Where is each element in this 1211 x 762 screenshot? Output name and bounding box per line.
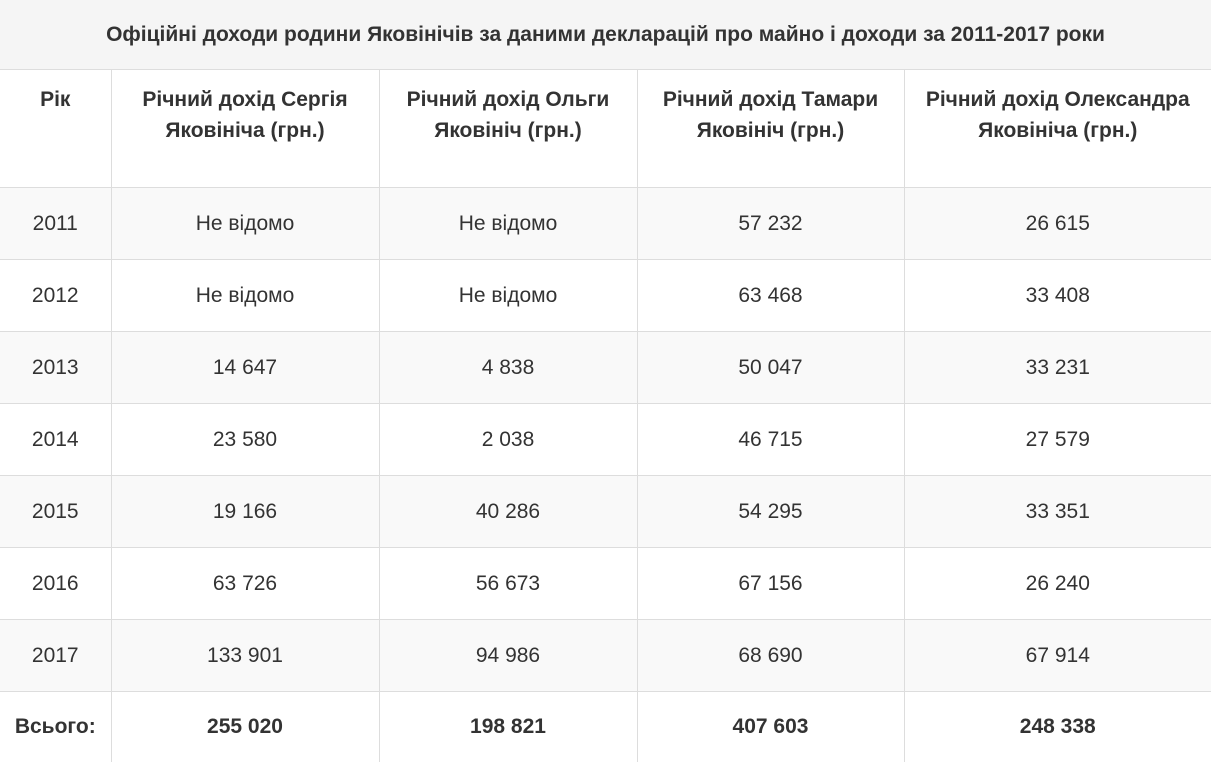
cell-serhiy: 63 726 <box>111 548 379 620</box>
cell-year: 2013 <box>0 332 111 404</box>
total-oleksandr: 248 338 <box>904 692 1211 762</box>
caption-row: Офіційні доходи родини Яковінічів за дан… <box>0 0 1211 70</box>
cell-olha: 94 986 <box>379 620 637 692</box>
cell-oleksandr: 33 408 <box>904 260 1211 332</box>
table-row: 2015 19 166 40 286 54 295 33 351 <box>0 476 1211 548</box>
cell-tamara: 67 156 <box>637 548 904 620</box>
header-year: Рік <box>0 70 111 188</box>
table-caption: Офіційні доходи родини Яковінічів за дан… <box>0 0 1211 70</box>
cell-year: 2016 <box>0 548 111 620</box>
header-serhiy-income: Річний дохід Сергія Яковініча (грн.) <box>111 70 379 188</box>
header-olha-income: Річний дохід Ольги Яковініч (грн.) <box>379 70 637 188</box>
cell-oleksandr: 33 351 <box>904 476 1211 548</box>
cell-oleksandr: 27 579 <box>904 404 1211 476</box>
cell-oleksandr: 67 914 <box>904 620 1211 692</box>
cell-year: 2011 <box>0 188 111 260</box>
cell-serhiy: 19 166 <box>111 476 379 548</box>
cell-serhiy: Не відомо <box>111 260 379 332</box>
cell-tamara: 50 047 <box>637 332 904 404</box>
cell-olha: 40 286 <box>379 476 637 548</box>
total-tamara: 407 603 <box>637 692 904 762</box>
cell-tamara: 68 690 <box>637 620 904 692</box>
cell-year: 2012 <box>0 260 111 332</box>
cell-olha: 56 673 <box>379 548 637 620</box>
cell-oleksandr: 26 240 <box>904 548 1211 620</box>
table-row: 2012 Не відомо Не відомо 63 468 33 408 <box>0 260 1211 332</box>
table-row: 2011 Не відомо Не відомо 57 232 26 615 <box>0 188 1211 260</box>
cell-year: 2014 <box>0 404 111 476</box>
table-row: 2013 14 647 4 838 50 047 33 231 <box>0 332 1211 404</box>
cell-tamara: 57 232 <box>637 188 904 260</box>
cell-olha: Не відомо <box>379 188 637 260</box>
cell-olha: 2 038 <box>379 404 637 476</box>
cell-tamara: 46 715 <box>637 404 904 476</box>
table-row: 2016 63 726 56 673 67 156 26 240 <box>0 548 1211 620</box>
total-serhiy: 255 020 <box>111 692 379 762</box>
cell-tamara: 54 295 <box>637 476 904 548</box>
cell-year: 2015 <box>0 476 111 548</box>
cell-tamara: 63 468 <box>637 260 904 332</box>
cell-olha: 4 838 <box>379 332 637 404</box>
total-label: Всього: <box>0 692 111 762</box>
header-row: Рік Річний дохід Сергія Яковініча (грн.)… <box>0 70 1211 188</box>
total-row: Всього: 255 020 198 821 407 603 248 338 <box>0 692 1211 762</box>
cell-olha: Не відомо <box>379 260 637 332</box>
table-row: 2017 133 901 94 986 68 690 67 914 <box>0 620 1211 692</box>
cell-oleksandr: 33 231 <box>904 332 1211 404</box>
table-row: 2014 23 580 2 038 46 715 27 579 <box>0 404 1211 476</box>
cell-serhiy: Не відомо <box>111 188 379 260</box>
cell-year: 2017 <box>0 620 111 692</box>
cell-serhiy: 133 901 <box>111 620 379 692</box>
cell-oleksandr: 26 615 <box>904 188 1211 260</box>
header-oleksandr-income: Річний дохід Олександра Яковініча (грн.) <box>904 70 1211 188</box>
cell-serhiy: 23 580 <box>111 404 379 476</box>
total-olha: 198 821 <box>379 692 637 762</box>
cell-serhiy: 14 647 <box>111 332 379 404</box>
header-tamara-income: Річний дохід Тамари Яковініч (грн.) <box>637 70 904 188</box>
